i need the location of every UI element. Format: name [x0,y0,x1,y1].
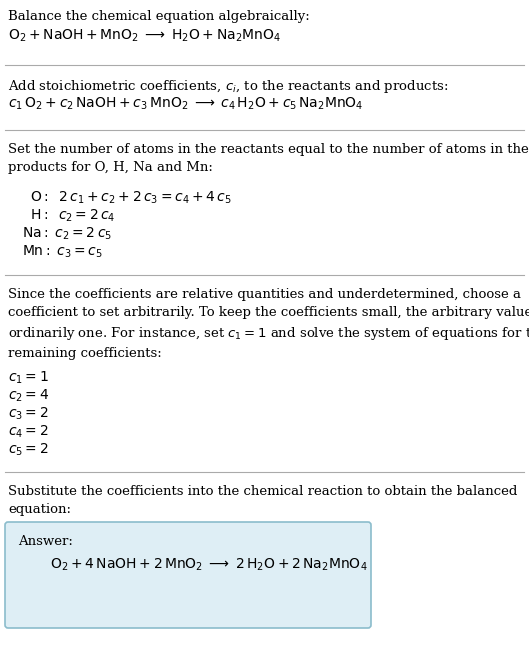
FancyBboxPatch shape [5,522,371,628]
Text: $c_5 = 2$: $c_5 = 2$ [8,442,49,459]
Text: $\mathrm{Na:\;} c_2 = 2\,c_5$: $\mathrm{Na:\;} c_2 = 2\,c_5$ [22,226,112,243]
Text: $c_4 = 2$: $c_4 = 2$ [8,424,49,441]
Text: $c_2 = 4$: $c_2 = 4$ [8,388,49,404]
Text: Add stoichiometric coefficients, $c_i$, to the reactants and products:: Add stoichiometric coefficients, $c_i$, … [8,78,449,95]
Text: $c_1\,\mathrm{O_2} + c_2\,\mathrm{NaOH} + c_3\,\mathrm{MnO_2} \;\longrightarrow\: $c_1\,\mathrm{O_2} + c_2\,\mathrm{NaOH} … [8,96,363,113]
Text: Answer:: Answer: [18,535,73,548]
Text: Balance the chemical equation algebraically:: Balance the chemical equation algebraica… [8,10,310,23]
Text: $\mathrm{H:\;\;} c_2 = 2\,c_4$: $\mathrm{H:\;\;} c_2 = 2\,c_4$ [30,208,115,225]
Text: Set the number of atoms in the reactants equal to the number of atoms in the
pro: Set the number of atoms in the reactants… [8,143,529,174]
Text: $\mathrm{O_2 + NaOH + MnO_2 \;\longrightarrow\; H_2O + Na_2MnO_4}$: $\mathrm{O_2 + NaOH + MnO_2 \;\longright… [8,28,281,45]
Text: $\mathrm{O:\;\;} 2\,c_1 + c_2 + 2\,c_3 = c_4 + 4\,c_5$: $\mathrm{O:\;\;} 2\,c_1 + c_2 + 2\,c_3 =… [30,190,232,206]
Text: $c_1 = 1$: $c_1 = 1$ [8,370,49,386]
Text: Since the coefficients are relative quantities and underdetermined, choose a
coe: Since the coefficients are relative quan… [8,288,529,360]
Text: Substitute the coefficients into the chemical reaction to obtain the balanced
eq: Substitute the coefficients into the che… [8,485,517,516]
Text: $c_3 = 2$: $c_3 = 2$ [8,406,49,422]
Text: $\mathrm{Mn:\;} c_3 = c_5$: $\mathrm{Mn:\;} c_3 = c_5$ [22,244,103,260]
Text: $\mathrm{O_2 + 4\,NaOH + 2\,MnO_2 \;\longrightarrow\; 2\,H_2O + 2\,Na_2MnO_4}$: $\mathrm{O_2 + 4\,NaOH + 2\,MnO_2 \;\lon… [50,557,368,573]
